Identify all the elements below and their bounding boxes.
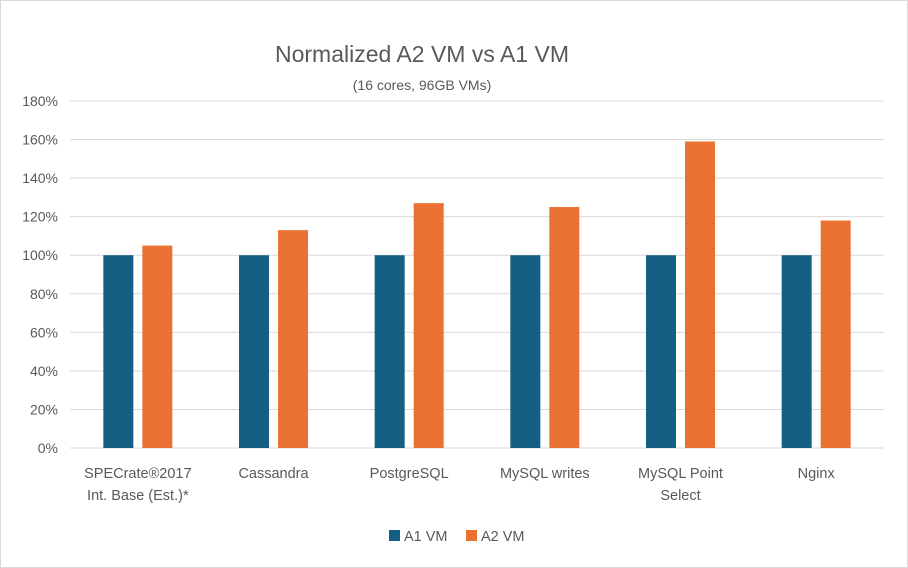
bar-a2-vm [413,203,444,448]
bar-a1-vm [510,255,541,448]
bar-a2-vm [142,245,173,448]
y-tick-label: 180% [22,93,58,109]
bar-a1-vm [374,255,405,448]
y-tick-label: 40% [30,363,58,379]
chart-title: Normalized A2 VM vs A1 VM [275,41,569,67]
legend-swatch [389,530,400,541]
x-category-label: SPECrate®2017 Int. Base (Est.)* [84,466,191,504]
bar-a1-vm [781,255,812,448]
bar-a1-vm [646,255,676,448]
x-category-label: Nginx [798,466,836,482]
legend-swatch [466,530,477,541]
bar-a1-vm [103,255,134,448]
y-tick-label: 60% [30,324,58,340]
y-tick-label: 140% [22,170,58,186]
gridlines [70,100,884,449]
y-tick-label: 0% [38,440,58,456]
bar-a1-vm [239,255,269,448]
y-tick-label: 100% [22,247,58,263]
x-category-label: Cassandra [238,466,309,482]
bar-a2-vm [820,220,851,448]
x-category-label: MySQL writes [500,466,590,482]
bar-a2-vm [685,141,715,448]
legend-label: A2 VM [481,529,525,545]
bar-a2-vm [278,230,308,448]
y-axis-ticks: 0% 20% 40% 60% 80% 100% 120% 140% 160% 180% [22,93,58,456]
y-tick-label: 160% [22,132,58,148]
chart-subtitle: (16 cores, 96GB VMs) [353,77,492,93]
x-axis-labels: SPECrate®2017 Int. Base (Est.)* Cassandra P… [84,466,835,504]
y-tick-label: 20% [30,401,58,417]
y-tick-label: 80% [30,286,58,302]
bars [103,141,851,448]
x-category-label: PostgreSQL [370,466,449,482]
x-category-label: MySQL Point Select [638,466,723,504]
bar-a2-vm [549,207,580,448]
y-tick-label: 120% [22,209,58,225]
legend-label: A1 VM [404,529,448,545]
legend: A1 VM A2 VM [389,529,525,545]
